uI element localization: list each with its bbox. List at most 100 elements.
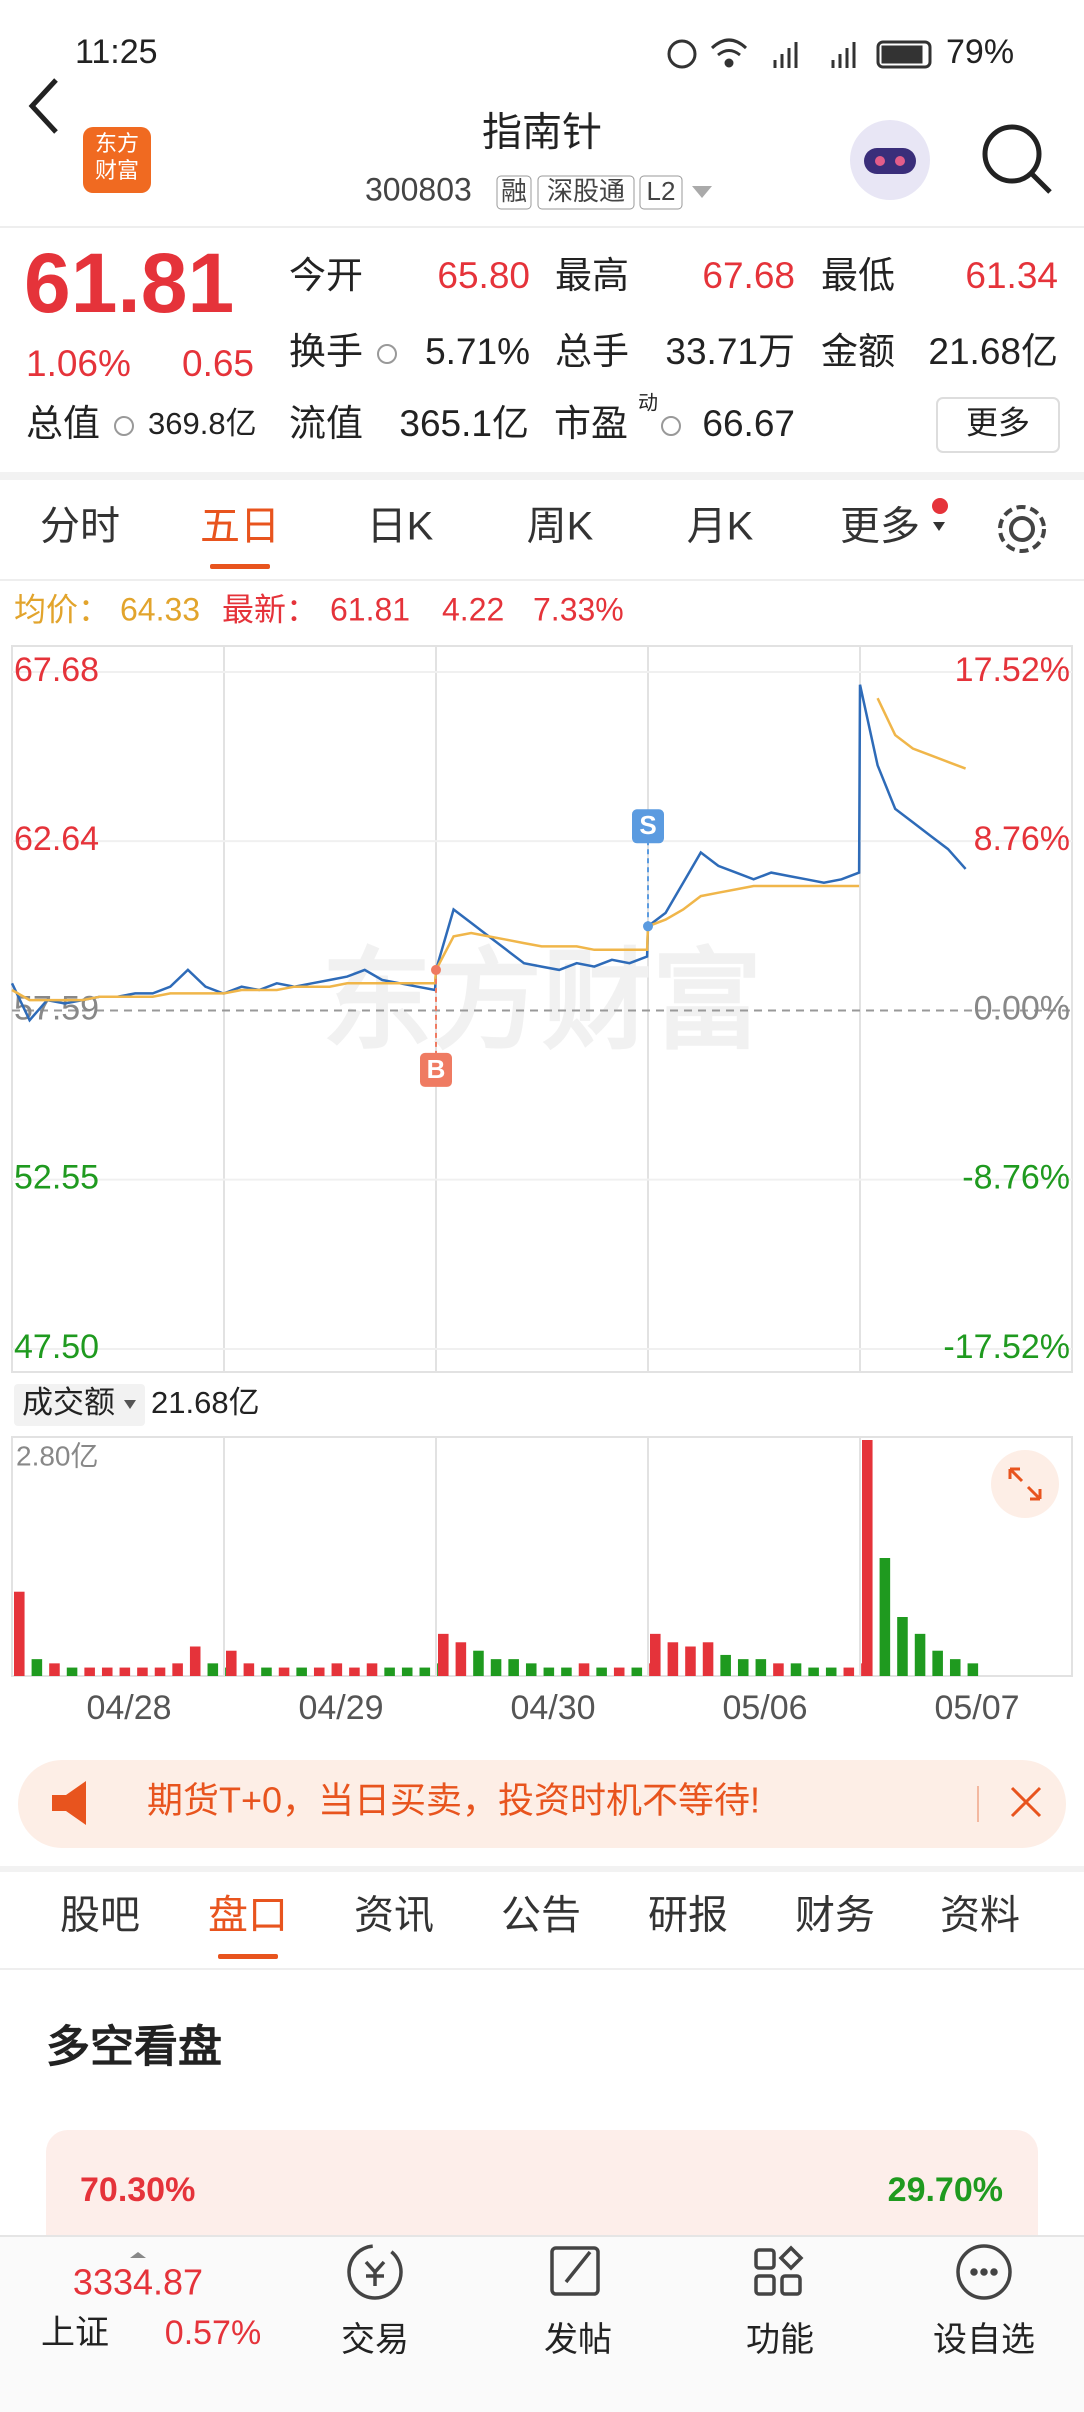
- volume-bar: [825, 1667, 837, 1676]
- volume-bar: [278, 1667, 290, 1676]
- robot-face: [864, 148, 916, 174]
- volume-bar: [119, 1667, 131, 1676]
- y-tick-label: 62.64: [14, 820, 99, 858]
- badge-dot: [932, 498, 948, 514]
- volume-bar: [897, 1617, 908, 1676]
- volume-bar: [490, 1659, 502, 1676]
- section-tab[interactable]: 盘口: [208, 1894, 288, 1938]
- status-icons: [667, 38, 932, 69]
- chart-tab[interactable]: 更多: [840, 505, 920, 549]
- volume-bar: [66, 1667, 78, 1676]
- bear-pct: 29.70%: [888, 2171, 1003, 2209]
- stat-label: 市盈: [554, 403, 628, 444]
- back-button[interactable]: [28, 78, 58, 134]
- volume-selector[interactable]: [14, 1384, 145, 1426]
- nav-label[interactable]: 交易: [341, 2321, 409, 2359]
- tab-underline: [218, 1954, 278, 1959]
- chart-tab[interactable]: 五日: [200, 505, 280, 549]
- banner-text[interactable]: 期货T+0，当日买卖，投资时机不等待!: [147, 1780, 760, 1821]
- avg-line: [11, 697, 967, 1002]
- section-tab[interactable]: 资讯: [354, 1894, 434, 1938]
- volume-bar: [366, 1663, 378, 1676]
- x-tick-label: 05/07: [934, 1689, 1019, 1727]
- y-tick-label: 57.59: [14, 989, 99, 1027]
- nav-label[interactable]: 设自选: [933, 2321, 1035, 2359]
- chart-tab[interactable]: 周K: [527, 505, 594, 549]
- index-value[interactable]: 3334.87: [73, 2262, 203, 2303]
- index-change[interactable]: 0.57%: [165, 2314, 261, 2352]
- badge: [496, 175, 532, 210]
- info-icon: [114, 416, 134, 436]
- volume-frame: [11, 1436, 1073, 1677]
- nav-icons: [347, 2244, 1012, 2300]
- settings-button[interactable]: [998, 505, 1046, 553]
- y2-tick-label: -17.52%: [943, 1328, 1070, 1366]
- volume-bar: [667, 1642, 679, 1676]
- dropdown[interactable]: [692, 186, 712, 198]
- volume-bar: [508, 1659, 519, 1676]
- battery: 79%: [946, 33, 1014, 71]
- volume-bar: [349, 1667, 360, 1676]
- volume-bar: [84, 1667, 95, 1676]
- volume-bar: [226, 1650, 237, 1676]
- more-text[interactable]: 更多: [966, 404, 1030, 440]
- info-icon: [661, 416, 681, 436]
- divider: [0, 1866, 1084, 1872]
- avg-price: 64.33: [120, 591, 200, 627]
- bull-pct: 70.30%: [80, 2171, 195, 2209]
- y2-tick-label: 17.52%: [955, 651, 1070, 689]
- section-tab[interactable]: 研报: [648, 1894, 728, 1938]
- volume-bar: [331, 1663, 343, 1676]
- volume-bar: [543, 1667, 555, 1676]
- section-tab[interactable]: 股吧: [60, 1894, 140, 1938]
- watermark: 东方财富: [322, 940, 762, 1063]
- section-tabs: 股吧 盘口 资讯 公告 研报 财务 资料: [60, 1894, 1020, 1959]
- volume-bar: [473, 1650, 484, 1676]
- marker-label: B: [427, 1054, 446, 1084]
- more-button[interactable]: [936, 397, 1060, 453]
- nav-label[interactable]: 功能: [746, 2321, 814, 2359]
- change: 0.65: [182, 343, 254, 384]
- section-tab[interactable]: 资料: [940, 1894, 1020, 1938]
- volume-bar: [932, 1650, 943, 1676]
- megaphone-icon: [52, 1781, 86, 1825]
- volume-chart: 2.80亿: [11, 1436, 1073, 1677]
- section-tab[interactable]: 财务: [795, 1894, 875, 1938]
- volume-bar: [720, 1654, 731, 1676]
- chart-tab[interactable]: 月K: [687, 505, 754, 549]
- volume-bar: [914, 1633, 926, 1676]
- banner[interactable]: [18, 1760, 1066, 1848]
- volume-bar: [578, 1663, 590, 1676]
- marker-dot: [643, 921, 653, 932]
- chart-change-pct: 7.33%: [533, 591, 624, 627]
- volume-bar: [101, 1667, 113, 1676]
- chart-tab[interactable]: 分时: [40, 505, 120, 549]
- last-price: 61.81: [24, 236, 234, 330]
- x-tick-label: 04/30: [510, 1689, 595, 1727]
- volume-title[interactable]: 成交额: [22, 1385, 115, 1420]
- stat-label: 最低: [821, 255, 895, 296]
- nav-label[interactable]: 发帖: [544, 2321, 612, 2359]
- marker-label: S: [639, 810, 656, 840]
- y-tick-label: 2.80亿: [16, 1440, 99, 1471]
- index-name[interactable]: 上证: [41, 2314, 109, 2352]
- volume-bar: [137, 1667, 148, 1676]
- stat-label: 流值: [289, 403, 363, 444]
- logo-text: 财富: [95, 158, 139, 183]
- volume-bar: [773, 1663, 784, 1676]
- divider: [0, 472, 1084, 480]
- chart-tab[interactable]: 日K: [367, 505, 434, 549]
- change-pct: 1.06%: [26, 343, 131, 384]
- close-banner[interactable]: [1010, 1786, 1042, 1818]
- expand-button[interactable]: [991, 1450, 1059, 1518]
- stat-value: 5.71%: [425, 331, 530, 372]
- volume-bar: [49, 1663, 60, 1676]
- y-tick-label: 52.55: [14, 1159, 99, 1197]
- volume-bar: [419, 1667, 431, 1676]
- volume-bar: [261, 1667, 272, 1676]
- x-tick-label: 05/06: [722, 1689, 807, 1727]
- volume-bar: [561, 1667, 572, 1676]
- search-button[interactable]: [982, 124, 1052, 194]
- section-tab[interactable]: 公告: [501, 1894, 581, 1938]
